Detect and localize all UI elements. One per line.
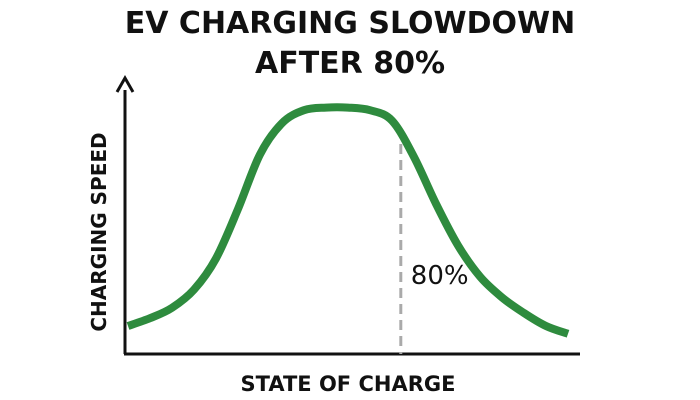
x-axis-label: STATE OF CHARGE — [241, 372, 456, 396]
axes: CHARGING SPEED STATE OF CHARGE — [87, 74, 580, 396]
chart-title-line-1: EV CHARGING SLOWDOWN — [124, 6, 576, 41]
marker-label-0: 80% — [411, 261, 469, 291]
chart-title: EV CHARGING SLOWDOWN AFTER 80% — [0, 4, 700, 84]
series-layer — [126, 103, 570, 338]
y-axis-arrowhead — [115, 74, 135, 93]
series-line-0 — [126, 103, 570, 338]
chart-title-line-2: AFTER 80% — [254, 46, 446, 81]
y-axis-label: CHARGING SPEED — [87, 132, 111, 331]
marker-layer: 80% — [399, 128, 469, 354]
